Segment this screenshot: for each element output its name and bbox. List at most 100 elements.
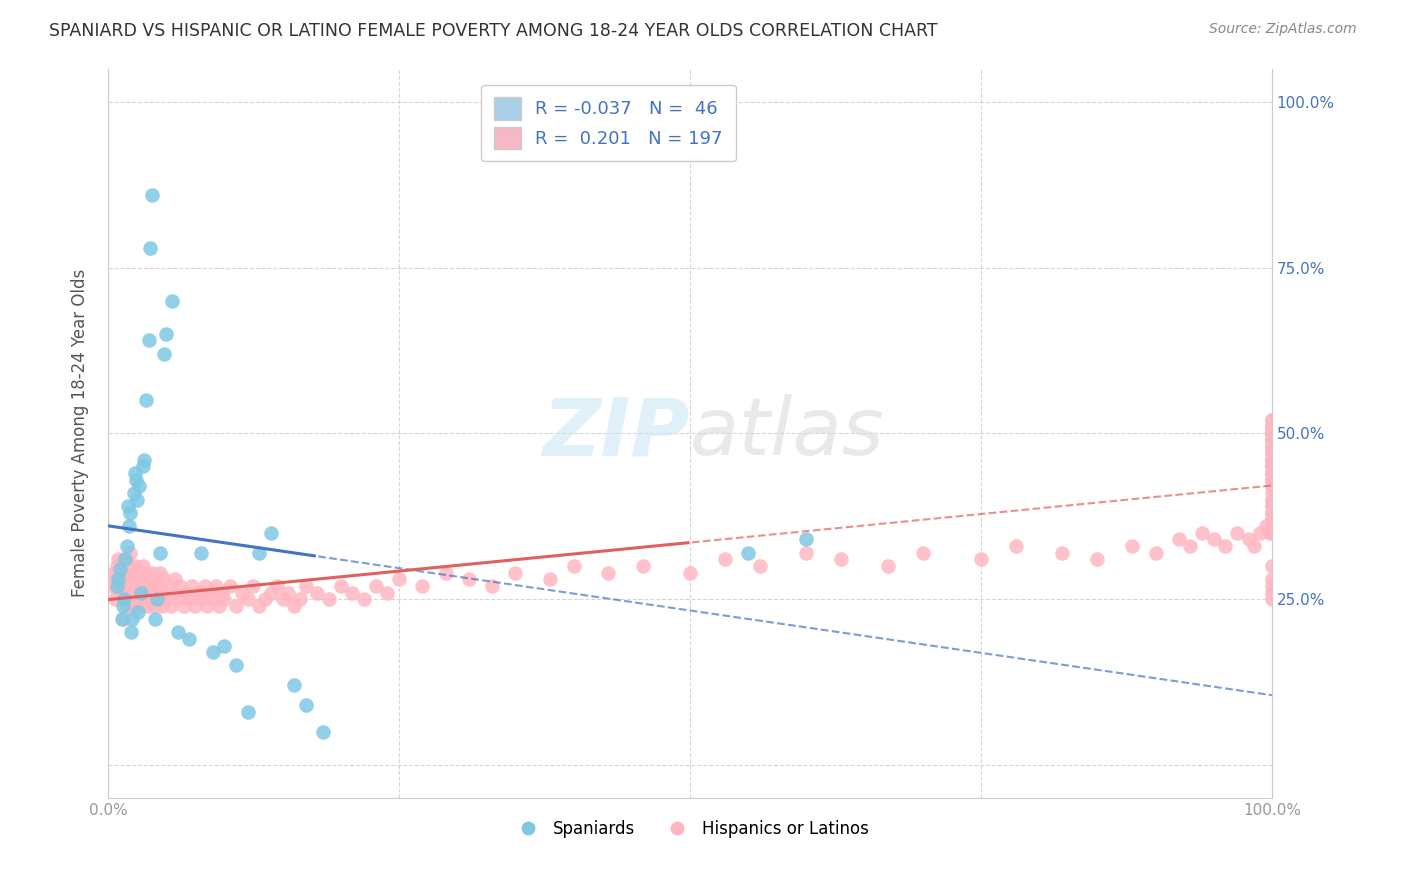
- Point: [1261, 446, 1284, 460]
- Point: [876, 559, 898, 574]
- Point: [138, 585, 160, 599]
- Point: [411, 579, 433, 593]
- Point: [131, 585, 153, 599]
- Point: [146, 572, 169, 586]
- Point: [150, 599, 173, 613]
- Point: [187, 585, 209, 599]
- Point: [1261, 459, 1284, 474]
- Point: [157, 579, 180, 593]
- Point: [1005, 539, 1028, 553]
- Point: [1261, 453, 1284, 467]
- Point: [174, 585, 197, 599]
- Point: [162, 585, 184, 599]
- Point: [184, 599, 207, 613]
- Point: [121, 566, 143, 580]
- Point: [307, 585, 329, 599]
- Point: [1261, 426, 1284, 441]
- Point: [388, 572, 411, 586]
- Point: [105, 572, 128, 586]
- Point: [122, 486, 145, 500]
- Point: [633, 559, 655, 574]
- Point: [1215, 539, 1237, 553]
- Point: [434, 566, 457, 580]
- Point: [149, 566, 172, 580]
- Point: [1261, 426, 1284, 441]
- Point: [1243, 539, 1265, 553]
- Point: [115, 539, 138, 553]
- Point: [1261, 506, 1284, 520]
- Point: [112, 612, 135, 626]
- Legend: Spaniards, Hispanics or Latinos: Spaniards, Hispanics or Latinos: [505, 814, 876, 845]
- Point: [132, 453, 155, 467]
- Point: [169, 579, 191, 593]
- Point: [1261, 519, 1284, 533]
- Point: [481, 579, 503, 593]
- Point: [1261, 440, 1284, 454]
- Point: [353, 592, 375, 607]
- Point: [1261, 453, 1284, 467]
- Point: [242, 579, 264, 593]
- Point: [562, 559, 585, 574]
- Point: [143, 612, 166, 626]
- Point: [1261, 433, 1284, 447]
- Point: [1261, 419, 1284, 434]
- Text: Source: ZipAtlas.com: Source: ZipAtlas.com: [1209, 22, 1357, 37]
- Point: [160, 599, 183, 613]
- Point: [112, 599, 135, 613]
- Point: [117, 559, 139, 574]
- Point: [173, 599, 195, 613]
- Point: [1261, 433, 1284, 447]
- Point: [127, 572, 149, 586]
- Point: [114, 579, 136, 593]
- Point: [1261, 440, 1284, 454]
- Point: [1261, 453, 1284, 467]
- Point: [125, 559, 148, 574]
- Text: SPANIARD VS HISPANIC OR LATINO FEMALE POVERTY AMONG 18-24 YEAR OLDS CORRELATION : SPANIARD VS HISPANIC OR LATINO FEMALE PO…: [49, 22, 938, 40]
- Point: [120, 546, 142, 560]
- Point: [142, 566, 165, 580]
- Point: [1261, 473, 1284, 487]
- Point: [1261, 433, 1284, 447]
- Point: [830, 552, 852, 566]
- Point: [125, 473, 148, 487]
- Point: [139, 572, 162, 586]
- Point: [114, 552, 136, 566]
- Point: [1261, 426, 1284, 441]
- Point: [100, 579, 122, 593]
- Point: [1261, 419, 1284, 434]
- Point: [1261, 506, 1284, 520]
- Point: [1261, 426, 1284, 441]
- Text: atlas: atlas: [690, 394, 884, 473]
- Point: [135, 566, 157, 580]
- Point: [283, 599, 305, 613]
- Point: [1261, 419, 1284, 434]
- Point: [1261, 473, 1284, 487]
- Point: [141, 187, 163, 202]
- Point: [127, 592, 149, 607]
- Y-axis label: Female Poverty Among 18-24 Year Olds: Female Poverty Among 18-24 Year Olds: [72, 269, 89, 598]
- Point: [1261, 426, 1284, 441]
- Point: [1261, 525, 1284, 540]
- Point: [254, 592, 277, 607]
- Point: [124, 466, 146, 480]
- Point: [200, 585, 222, 599]
- Point: [115, 599, 138, 613]
- Point: [737, 546, 759, 560]
- Point: [117, 500, 139, 514]
- Point: [1261, 419, 1284, 434]
- Point: [132, 592, 155, 607]
- Point: [236, 592, 259, 607]
- Point: [1261, 512, 1284, 526]
- Point: [748, 559, 770, 574]
- Point: [129, 599, 152, 613]
- Point: [714, 552, 737, 566]
- Point: [260, 585, 283, 599]
- Point: [1261, 419, 1284, 434]
- Point: [1261, 459, 1284, 474]
- Point: [120, 625, 142, 640]
- Point: [194, 579, 217, 593]
- Point: [103, 566, 125, 580]
- Point: [277, 585, 299, 599]
- Point: [132, 572, 155, 586]
- Point: [111, 612, 134, 626]
